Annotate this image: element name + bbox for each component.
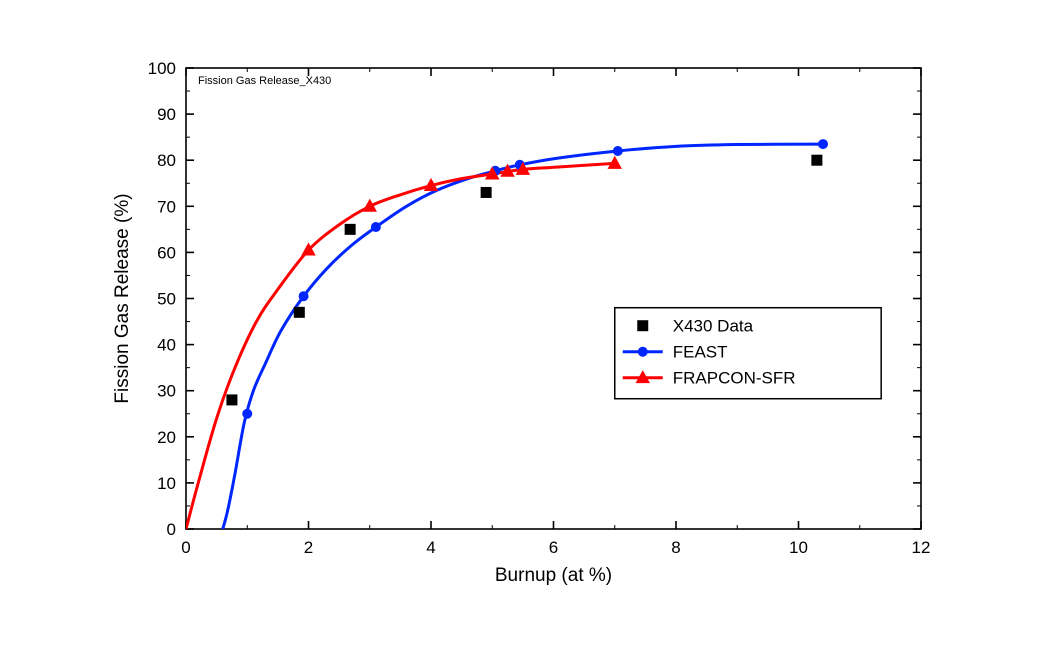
svg-text:100: 100 [148, 59, 176, 78]
svg-text:60: 60 [157, 243, 176, 262]
fgr-chart: 0 2 4 6 8 10 12 0 10 20 30 40 50 60 70 80 90 100 Burnup (a… [0, 0, 1046, 645]
svg-text:2: 2 [304, 538, 313, 557]
svg-text:Fission Gas Release_X430: Fission Gas Release_X430 [198, 75, 331, 87]
legend-label: X430 Data [673, 317, 754, 336]
svg-text:50: 50 [157, 290, 176, 309]
svg-text:6: 6 [549, 538, 558, 557]
svg-text:12: 12 [912, 538, 931, 557]
legend-label: FEAST [673, 343, 728, 362]
svg-text:30: 30 [157, 382, 176, 401]
svg-text:90: 90 [157, 105, 176, 124]
svg-text:Burnup (at %): Burnup (at %) [495, 565, 612, 586]
chart-container: 0 2 4 6 8 10 12 0 10 20 30 40 50 60 70 80 90 100 Burnup (a… [0, 0, 1046, 645]
svg-text:80: 80 [157, 151, 176, 170]
legend: X430 Data FEAST FRAPCON-SFR [615, 308, 881, 399]
svg-text:0: 0 [181, 538, 190, 557]
svg-text:Fission Gas Release (%): Fission Gas Release (%) [112, 193, 133, 403]
svg-text:40: 40 [157, 336, 176, 355]
svg-text:10: 10 [789, 538, 808, 557]
legend-label: FRAPCON-SFR [673, 369, 796, 388]
svg-text:10: 10 [157, 474, 176, 493]
svg-text:4: 4 [426, 538, 435, 557]
svg-text:70: 70 [157, 197, 176, 216]
svg-text:8: 8 [671, 538, 680, 557]
svg-text:0: 0 [167, 520, 176, 539]
svg-text:20: 20 [157, 428, 176, 447]
